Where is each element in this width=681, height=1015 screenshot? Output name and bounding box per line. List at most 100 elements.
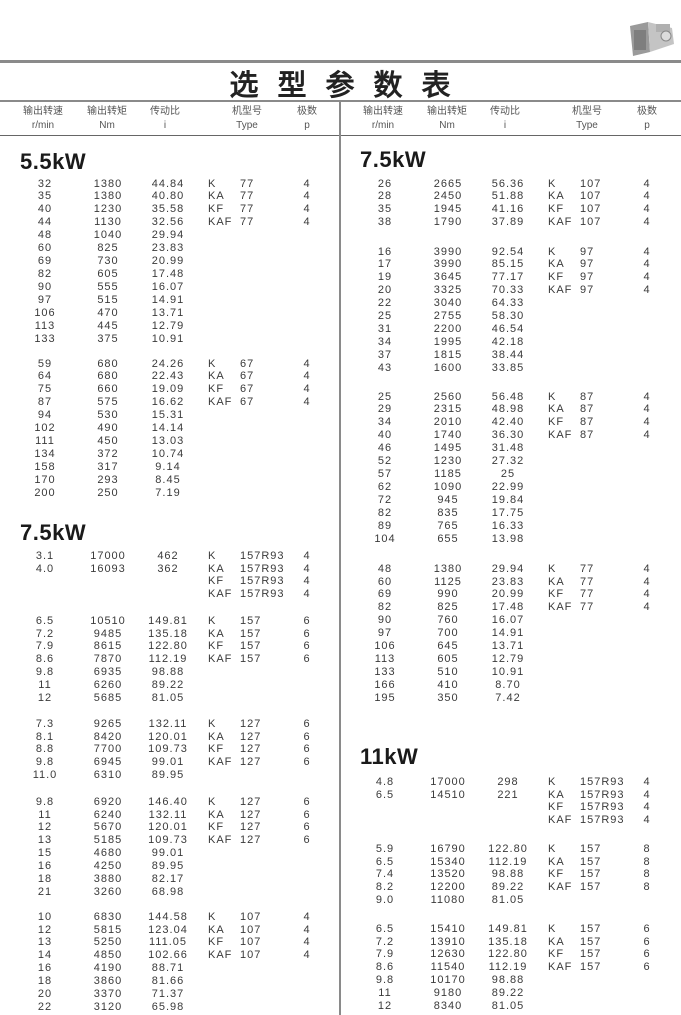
ratio-cell: 24.26 xyxy=(151,357,185,370)
ratio-cell: 146.40 xyxy=(148,795,188,808)
poles-cell: 4 xyxy=(643,429,651,442)
ratio-cell: 144.58 xyxy=(148,910,188,923)
type-size-cell: 67 xyxy=(240,383,255,396)
torque-cell: 1230 xyxy=(93,203,123,216)
torque-cell: 17000 xyxy=(90,549,126,562)
type-size-cell: 77 xyxy=(580,562,595,575)
poles-cell: 4 xyxy=(643,562,651,575)
ratio-cell: 12.79 xyxy=(151,319,185,332)
ratio-cell: 36.30 xyxy=(491,429,525,442)
torque-cell: 317 xyxy=(97,461,119,474)
ratio-cell: 120.01 xyxy=(148,821,188,834)
speed-cell: 16 xyxy=(377,245,393,258)
type-series-cell: KA xyxy=(548,575,565,588)
header-unit: Nm xyxy=(99,120,115,131)
speed-cell: 12 xyxy=(37,923,53,936)
torque-cell: 515 xyxy=(97,294,119,307)
torque-cell: 6830 xyxy=(93,910,123,923)
ratio-cell: 41.16 xyxy=(491,203,525,216)
type-series-cell: K xyxy=(208,357,217,370)
torque-cell: 250 xyxy=(97,487,119,499)
ratio-cell: 46.54 xyxy=(491,323,525,336)
poles-cell: 4 xyxy=(643,601,651,614)
ratio-cell: 81.05 xyxy=(151,692,185,705)
type-series-cell: K xyxy=(208,795,217,808)
torque-cell: 16093 xyxy=(90,562,126,575)
ratio-cell: 135.18 xyxy=(148,627,188,640)
speed-cell: 40 xyxy=(377,429,393,442)
type-size-cell: 87 xyxy=(580,390,595,403)
torque-cell: 680 xyxy=(97,370,119,383)
speed-cell: 59 xyxy=(37,357,53,370)
torque-cell: 13910 xyxy=(430,935,466,948)
speed-cell: 11.0 xyxy=(32,769,58,782)
torque-cell: 825 xyxy=(97,242,119,255)
torque-cell: 3370 xyxy=(93,988,123,1001)
torque-cell: 15340 xyxy=(430,855,466,868)
type-series-cell: KF xyxy=(548,948,565,961)
ratio-cell: 89.95 xyxy=(151,769,185,782)
type-size-cell: 157 xyxy=(240,640,262,653)
speed-cell: 7.9 xyxy=(35,640,55,653)
ratio-cell: 13.98 xyxy=(491,533,525,545)
torque-cell: 555 xyxy=(97,281,119,294)
speed-cell: 104 xyxy=(374,533,396,545)
torque-cell: 2560 xyxy=(433,390,463,403)
ratio-cell: 122.80 xyxy=(488,842,528,855)
torque-cell: 660 xyxy=(97,383,119,396)
column-header-speed: 输出转速 r/min xyxy=(348,105,418,133)
type-series-cell: KA xyxy=(548,788,565,801)
torque-cell: 6945 xyxy=(93,756,123,769)
type-size-cell: 127 xyxy=(240,717,262,730)
header-unit: Nm xyxy=(439,120,455,131)
speed-cell: 25 xyxy=(377,390,393,403)
ratio-cell: 27.32 xyxy=(491,455,525,468)
torque-cell: 10170 xyxy=(430,974,466,987)
speed-cell: 35 xyxy=(377,203,393,216)
speed-cell: 7.2 xyxy=(375,935,395,948)
speed-cell: 22 xyxy=(377,297,393,310)
type-series-cell: K xyxy=(208,549,217,562)
torque-cell: 1495 xyxy=(433,442,463,455)
type-series-cell: KAF xyxy=(548,601,573,614)
column-header-ratio: 传动比 i xyxy=(130,105,200,133)
type-size-cell: 77 xyxy=(580,588,595,601)
ratio-cell: 112.19 xyxy=(488,961,528,974)
ratio-cell: 9.14 xyxy=(155,461,181,474)
type-size-cell: 127 xyxy=(240,756,262,769)
type-series-cell: KA xyxy=(208,730,225,743)
torque-cell: 11540 xyxy=(430,961,466,974)
torque-cell: 17000 xyxy=(430,775,466,788)
ratio-cell: 149.81 xyxy=(488,922,528,935)
type-size-cell: 157 xyxy=(580,961,602,974)
ratio-cell: 20.99 xyxy=(491,588,525,601)
torque-cell: 1130 xyxy=(94,216,122,229)
poles-cell: 4 xyxy=(643,245,651,258)
speed-cell: 29 xyxy=(377,403,393,416)
speed-cell: 6.5 xyxy=(35,614,55,627)
torque-cell: 825 xyxy=(437,601,459,614)
speed-cell: 12 xyxy=(37,821,53,834)
speed-cell: 9.8 xyxy=(35,756,55,769)
speed-cell: 75 xyxy=(37,383,53,396)
torque-cell: 6920 xyxy=(93,795,123,808)
ratio-cell: 7.42 xyxy=(495,692,521,704)
speed-cell: 8.6 xyxy=(35,653,55,666)
torque-cell: 945 xyxy=(437,494,459,507)
speed-cell: 7.9 xyxy=(375,948,395,961)
type-size-cell: 157 xyxy=(580,842,602,855)
speed-cell: 20 xyxy=(37,988,53,1001)
torque-cell: 760 xyxy=(437,614,459,627)
speed-cell: 9.8 xyxy=(35,795,55,808)
type-size-cell: 77 xyxy=(240,190,255,203)
poles-cell: 4 xyxy=(643,177,651,190)
column-header-type: 机型号 Type xyxy=(212,105,282,133)
ratio-cell: 29.94 xyxy=(151,229,185,242)
ratio-cell: 22.99 xyxy=(491,481,525,494)
type-size-cell: 157 xyxy=(580,855,602,868)
speed-cell: 38 xyxy=(377,216,393,229)
type-size-cell: 157R93 xyxy=(240,549,285,562)
torque-cell: 3260 xyxy=(93,886,123,899)
ratio-cell: 42.40 xyxy=(491,416,525,429)
type-size-cell: 157 xyxy=(580,935,602,948)
